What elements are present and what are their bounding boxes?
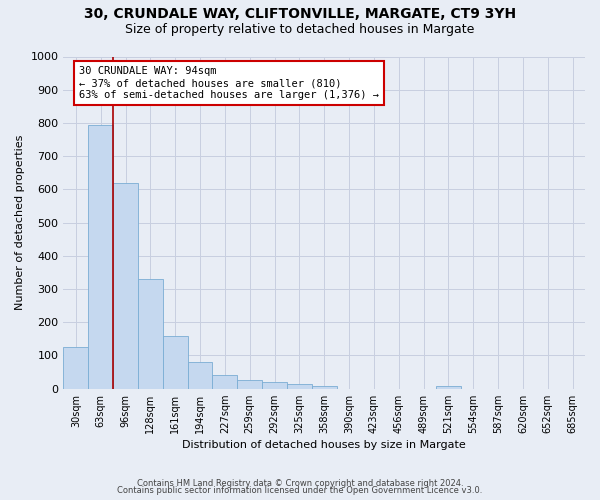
Bar — [113, 182, 138, 388]
Bar — [262, 382, 287, 388]
Text: 30 CRUNDALE WAY: 94sqm
← 37% of detached houses are smaller (810)
63% of semi-de: 30 CRUNDALE WAY: 94sqm ← 37% of detached… — [79, 66, 379, 100]
Text: Contains public sector information licensed under the Open Government Licence v3: Contains public sector information licen… — [118, 486, 482, 495]
Text: 30, CRUNDALE WAY, CLIFTONVILLE, MARGATE, CT9 3YH: 30, CRUNDALE WAY, CLIFTONVILLE, MARGATE,… — [84, 8, 516, 22]
Bar — [138, 279, 163, 388]
Bar — [88, 124, 113, 388]
Bar — [237, 380, 262, 388]
Bar — [312, 386, 337, 388]
X-axis label: Distribution of detached houses by size in Margate: Distribution of detached houses by size … — [182, 440, 466, 450]
Bar — [64, 347, 88, 389]
Bar — [436, 386, 461, 388]
Bar — [163, 336, 188, 388]
Y-axis label: Number of detached properties: Number of detached properties — [15, 135, 25, 310]
Bar — [188, 362, 212, 388]
Text: Size of property relative to detached houses in Margate: Size of property relative to detached ho… — [125, 22, 475, 36]
Text: Contains HM Land Registry data © Crown copyright and database right 2024.: Contains HM Land Registry data © Crown c… — [137, 478, 463, 488]
Bar — [287, 384, 312, 388]
Bar — [212, 376, 237, 388]
